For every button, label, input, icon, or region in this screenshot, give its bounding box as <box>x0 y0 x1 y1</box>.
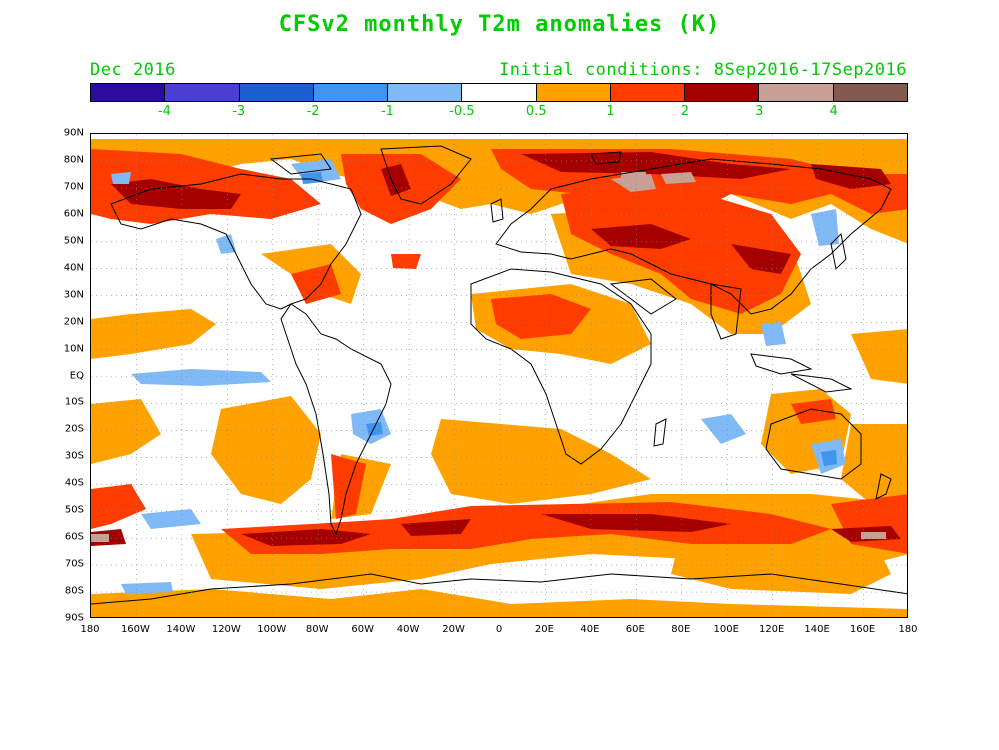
lat-tick-label: 30N <box>63 289 84 301</box>
lat-tick-label: EQ <box>69 370 84 381</box>
legend-label: -1 <box>380 104 394 119</box>
legend-swatch-8 <box>685 84 760 101</box>
legend-label: 4 <box>829 104 838 119</box>
legend-swatch-0 <box>91 84 166 101</box>
lat-tick-label: 30S <box>64 450 84 462</box>
legend-label: 1 <box>606 104 615 119</box>
lon-tick-label: 20E <box>534 624 554 635</box>
legend-label: 0.5 <box>525 104 547 119</box>
lon-tick-label: 180 <box>898 624 918 635</box>
legend-swatch-3 <box>313 84 389 101</box>
legend-label: -4 <box>157 104 171 119</box>
map-canvas <box>91 134 907 617</box>
coastlines <box>91 145 907 605</box>
lat-tick-label: 90S <box>64 612 84 624</box>
lon-tick-label: 20W <box>442 624 465 635</box>
lat-tick-label: 10N <box>63 343 84 355</box>
lon-tick-label: 120E <box>758 624 785 635</box>
legend-swatch-5 <box>462 84 537 101</box>
lat-tick-label: 80S <box>64 585 84 597</box>
legend-swatch-9 <box>759 84 834 101</box>
lat-tick-label: 50N <box>63 235 84 247</box>
legend-label: 2 <box>680 104 690 119</box>
lon-tick-label: 140W <box>166 624 196 635</box>
lon-tick-label: 100E <box>713 624 739 635</box>
lat-tick-label: 70N <box>63 181 84 193</box>
legend-label: -0.5 <box>449 104 475 119</box>
anomaly-rose-regions <box>91 172 886 542</box>
color-legend <box>90 83 908 102</box>
lat-tick-label: 40S <box>64 477 84 489</box>
legend-label: 3 <box>755 104 764 119</box>
lat-tick-label: 60N <box>63 208 84 220</box>
legend-swatch-1 <box>165 84 240 101</box>
legend-label: -2 <box>306 104 320 119</box>
lon-tick-label: 180 <box>80 624 100 635</box>
page-title: CFSv2 monthly T2m anomalies (K) <box>278 12 721 37</box>
lon-tick-label: 100W <box>257 624 287 635</box>
gridlines <box>91 134 907 617</box>
lat-tick-label: 20S <box>64 423 84 435</box>
lon-tick-label: 160E <box>849 624 876 635</box>
lat-tick-label: 50S <box>64 504 84 516</box>
legend-swatch-6 <box>536 84 611 101</box>
lat-tick-label: 40N <box>63 262 84 274</box>
lat-tick-label: 10S <box>64 396 84 408</box>
lon-tick-label: 0 <box>495 624 503 635</box>
anomaly-blue2-regions <box>301 172 837 466</box>
lon-tick-label: 40W <box>396 624 420 635</box>
lon-tick-label: 160W <box>120 624 150 635</box>
lon-tick-label: 140E <box>804 624 830 635</box>
lat-tick-label: 20N <box>63 316 84 328</box>
lat-tick-label: 90N <box>63 127 84 139</box>
lat-tick-label: 70S <box>64 558 84 570</box>
lon-tick-label: 40E <box>580 624 600 635</box>
legend-swatch-7 <box>610 84 686 101</box>
lon-tick-label: 80E <box>671 624 691 635</box>
lat-tick-label: 60S <box>64 531 84 543</box>
legend-label: -3 <box>232 104 246 119</box>
lon-tick-label: 60E <box>625 624 645 635</box>
lon-tick-label: 120W <box>211 624 241 635</box>
legend-swatch-2 <box>239 84 314 101</box>
anomaly-map <box>90 133 908 618</box>
legend-swatch-4 <box>388 84 463 101</box>
forecast-month: Dec 2016 <box>90 60 176 80</box>
legend-labels: -4 -3 -2 -1 -0.5 0.5 1 2 3 4 <box>90 104 908 122</box>
lon-tick-label: 60W <box>351 624 374 635</box>
anomaly-blue-regions <box>111 159 846 594</box>
lat-tick-label: 80N <box>63 154 84 166</box>
lon-tick-label: 80W <box>305 624 329 635</box>
initial-conditions: Initial conditions: 8Sep2016-17Sep2016 <box>499 60 907 80</box>
legend-swatch-10 <box>833 84 907 101</box>
